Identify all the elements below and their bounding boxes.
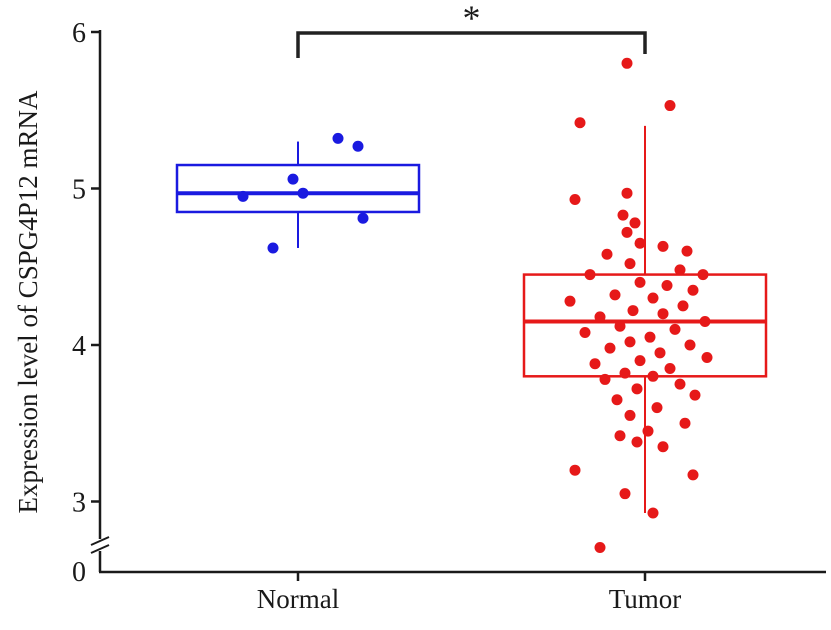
data-point-tumor [611, 394, 623, 406]
data-point-tumor [654, 347, 666, 359]
data-point-tumor [697, 269, 709, 281]
data-point-tumor [684, 339, 696, 351]
data-point-tumor [634, 237, 646, 249]
data-point-tumor [579, 326, 591, 338]
data-point-tumor [681, 245, 693, 257]
data-point-tumor [574, 117, 586, 129]
data-point-normal [287, 173, 299, 185]
x-tick-label-normal: Normal [257, 584, 339, 614]
data-point-tumor [584, 269, 596, 281]
data-point-tumor [599, 373, 611, 385]
data-point-tumor [564, 295, 576, 307]
data-point-tumor [651, 402, 663, 414]
data-point-tumor [701, 352, 713, 364]
y-tick-label: 5 [72, 175, 86, 206]
data-point-tumor [661, 280, 673, 292]
data-point-tumor [664, 362, 676, 374]
data-point-tumor [634, 276, 646, 288]
data-point-tumor [657, 240, 669, 252]
data-point-tumor [617, 209, 629, 221]
data-point-normal [297, 187, 309, 199]
significance-bracket [296, 31, 647, 58]
data-point-tumor [631, 436, 643, 448]
data-point-tumor [604, 342, 616, 354]
data-point-tumor [674, 378, 686, 390]
axis-break-mark [90, 544, 110, 554]
data-point-tumor [677, 300, 689, 312]
data-point-tumor [674, 264, 686, 276]
data-point-tumor [644, 331, 656, 343]
data-point-tumor [594, 311, 606, 323]
data-point-tumor [631, 383, 643, 395]
data-point-normal [267, 242, 279, 254]
data-point-tumor [679, 417, 691, 429]
data-point-tumor [647, 370, 659, 382]
data-point-tumor [687, 284, 699, 296]
data-point-tumor [614, 320, 626, 332]
data-point-tumor [657, 308, 669, 320]
data-point-tumor [629, 217, 641, 229]
data-point-tumor [657, 441, 669, 453]
data-point-tumor [619, 488, 631, 500]
y-tick-label: 3 [72, 488, 86, 519]
data-point-tumor [619, 367, 631, 379]
data-point-tumor [609, 289, 621, 301]
data-point-tumor [634, 355, 646, 367]
data-point-tumor [699, 316, 711, 328]
data-point-tumor [621, 226, 633, 238]
data-point-tumor [589, 358, 601, 370]
data-point-tumor [624, 336, 636, 348]
data-point-tumor [647, 292, 659, 304]
data-point-normal [332, 132, 344, 144]
data-point-tumor [642, 425, 654, 437]
y-tick-label: 0 [72, 557, 86, 588]
data-point-tumor [664, 100, 676, 112]
data-point-tumor [624, 409, 636, 421]
data-point-normal [357, 212, 369, 224]
data-point-tumor [569, 193, 581, 205]
data-point-tumor [569, 464, 581, 476]
data-point-tumor [621, 57, 633, 69]
data-point-normal [237, 190, 249, 202]
data-point-tumor [669, 323, 681, 335]
data-point-tumor [614, 430, 626, 442]
x-tick-label-tumor: Tumor [609, 584, 682, 614]
data-point-normal [352, 140, 364, 152]
y-tick-label: 6 [72, 18, 86, 49]
significance-star: * [463, 0, 481, 38]
data-point-tumor [627, 305, 639, 317]
axis-break-mark [90, 536, 110, 546]
data-point-tumor [594, 542, 606, 553]
data-point-tumor [601, 248, 613, 260]
box-tumor [522, 273, 768, 378]
data-point-tumor [689, 389, 701, 401]
data-point-tumor [687, 469, 699, 481]
y-tick-label: 4 [72, 331, 86, 362]
data-point-tumor [647, 507, 659, 519]
data-point-tumor [621, 187, 633, 199]
data-point-tumor [624, 258, 636, 270]
box-normal [175, 163, 421, 214]
